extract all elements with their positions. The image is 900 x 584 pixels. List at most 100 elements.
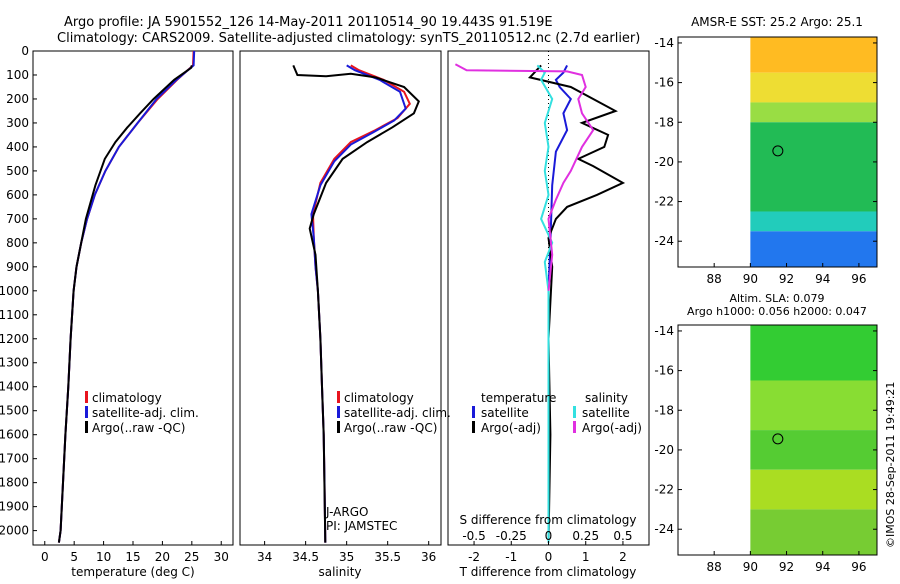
temperature-lines [57, 50, 196, 543]
x-tick-label: 34 [257, 550, 272, 564]
lon-tick-label: 96 [851, 560, 866, 574]
imos-credit: ©IMOS 28-Sep-2011 19:49:21 [884, 382, 897, 548]
depth-tick-label: 700 [6, 212, 29, 226]
s-tick-label: -0.25 [496, 529, 527, 543]
legend-swatch-argo [337, 421, 340, 433]
legend-swatch-t-satellite [472, 406, 475, 418]
series-line-salinity-satellite [536, 64, 554, 543]
sst-color-field [750, 37, 877, 267]
legend-label-satellite: satellite-adj. clim. [344, 406, 451, 420]
lat-tick-label: -20 [654, 443, 674, 457]
sla-profile-location-marker [772, 433, 784, 445]
color-band [750, 37, 877, 73]
x-tick-label: 2 [619, 550, 627, 564]
series-line-satellite-adj-clim- [57, 50, 196, 543]
depth-ticks: 0 100 200 300 400 500 600 700 800 900 1000 1100 1200… [0, 44, 37, 538]
temperature-legend: climatology satellite-adj. clim. Argo(..… [85, 391, 199, 435]
color-band [750, 231, 877, 267]
depth-tick-label: 1400 [0, 380, 29, 394]
difference-x-label: T difference from climatology [459, 565, 637, 579]
salinity-legend: climatology satellite-adj. clim. Argo(..… [337, 391, 451, 435]
depth-tick-label: 1100 [0, 308, 29, 322]
legend-label-argo: Argo(..raw -QC) [344, 421, 437, 435]
x-tick-label: 5 [70, 550, 78, 564]
sst-map-frame [677, 36, 878, 268]
x-tick-label: 25 [184, 550, 199, 564]
float-program-label: J-ARGO [325, 505, 368, 519]
sla-map-ticks: 88 90 92 94 96 -14 -16 -18 -20 -22 -24 [654, 324, 877, 574]
temperature-panel: 0 5 10 15 20 25 30 0 100 200 300 400 500 600 700 800 90… [0, 44, 234, 579]
depth-tick-label: 0 [21, 44, 29, 58]
depth-tick-label: 1800 [0, 476, 29, 490]
x-tick-label: 20 [155, 550, 170, 564]
series-line-temperature-satellite [547, 64, 573, 543]
color-band [750, 122, 877, 212]
color-band [750, 325, 877, 381]
x-tick-label: 15 [125, 550, 140, 564]
lat-tick-label: -20 [654, 155, 674, 169]
depth-tick-label: 1500 [0, 404, 29, 418]
salinity-ticks: 34 34.5 35 35.5 36 [257, 541, 436, 564]
lat-tick-label: -22 [654, 195, 674, 209]
difference-ticks: -2 -1 0 1 2 -0.5 -0.25 0 0.25 0.5 [462, 529, 632, 564]
color-band [750, 380, 877, 431]
lat-tick-label: -14 [654, 36, 674, 50]
sla-map-frame [677, 324, 878, 556]
depth-tick-label: 800 [6, 236, 29, 250]
lat-tick-label: -18 [654, 403, 674, 417]
x-tick-label: 30 [214, 550, 229, 564]
lon-tick-label: 88 [707, 272, 722, 286]
s-tick-label: 0.5 [613, 529, 632, 543]
s-tick-label: 0.25 [572, 529, 599, 543]
depth-tick-label: 400 [6, 140, 29, 154]
x-tick-label: 34.5 [292, 550, 319, 564]
depth-tick-label: 300 [6, 116, 29, 130]
depth-tick-label: 600 [6, 188, 29, 202]
x-tick-label: 0 [545, 550, 553, 564]
depth-tick-label: 1900 [0, 500, 29, 514]
legend-label-climatology: climatology [344, 391, 414, 405]
lon-tick-label: 90 [743, 560, 758, 574]
lat-tick-label: -22 [654, 483, 674, 497]
x-tick-label: -2 [468, 550, 480, 564]
lat-tick-label: -16 [654, 76, 674, 90]
difference-lines [454, 63, 626, 543]
legend-swatch-climatology [85, 391, 88, 403]
salinity-x-label: salinity [318, 565, 361, 579]
temperature-ticks: 0 5 10 15 20 25 30 [41, 541, 229, 564]
series-line-climatology [57, 50, 195, 543]
x-tick-label: 10 [96, 550, 111, 564]
legend-label-t-satellite: satellite [481, 406, 529, 420]
difference-panel: -2 -1 0 1 2 -0.5 -0.25 0 0.25 0.5 S difference fr… [447, 50, 650, 579]
color-band [750, 211, 877, 232]
color-band [750, 102, 877, 123]
legend-label-argo: Argo(..raw -QC) [92, 421, 185, 435]
lat-tick-label: -14 [654, 324, 674, 338]
sla-map-panel: Altim. SLA: 0.079 Argo h1000: 0.056 h200… [654, 292, 878, 574]
color-band [750, 72, 877, 103]
sst-map-panel: AMSR-E SST: 25.2 Argo: 25.1 88 90 92 94 96 -1… [654, 15, 878, 286]
series-line-argo-raw-qc- [57, 65, 193, 543]
x-tick-label: -1 [505, 550, 517, 564]
series-line-temperature-argo-adj- [527, 64, 626, 543]
x-tick-label: 1 [582, 550, 590, 564]
lon-tick-label: 88 [707, 560, 722, 574]
x-tick-label: 36 [421, 550, 436, 564]
legend-title-temperature: temperature [481, 391, 556, 405]
sla-map-title: Altim. SLA: 0.079 [729, 292, 824, 305]
sst-profile-location-marker [772, 145, 784, 157]
salinity-lines [292, 64, 420, 543]
legend-label-s-argo: Argo(-adj) [582, 421, 642, 435]
lon-tick-label: 92 [779, 560, 794, 574]
depth-tick-label: 1600 [0, 428, 29, 442]
difference-legend: temperature satellite Argo(-adj) salinit… [472, 391, 642, 435]
lon-tick-label: 92 [779, 272, 794, 286]
lat-tick-label: -24 [654, 522, 674, 536]
color-band [750, 430, 877, 470]
legend-swatch-satellite [85, 406, 88, 418]
header-line-1: Argo profile: JA 5901552_126 14-May-2011… [64, 15, 553, 30]
legend-label-climatology: climatology [92, 391, 162, 405]
lat-tick-label: -16 [654, 364, 674, 378]
legend-swatch-satellite [337, 406, 340, 418]
